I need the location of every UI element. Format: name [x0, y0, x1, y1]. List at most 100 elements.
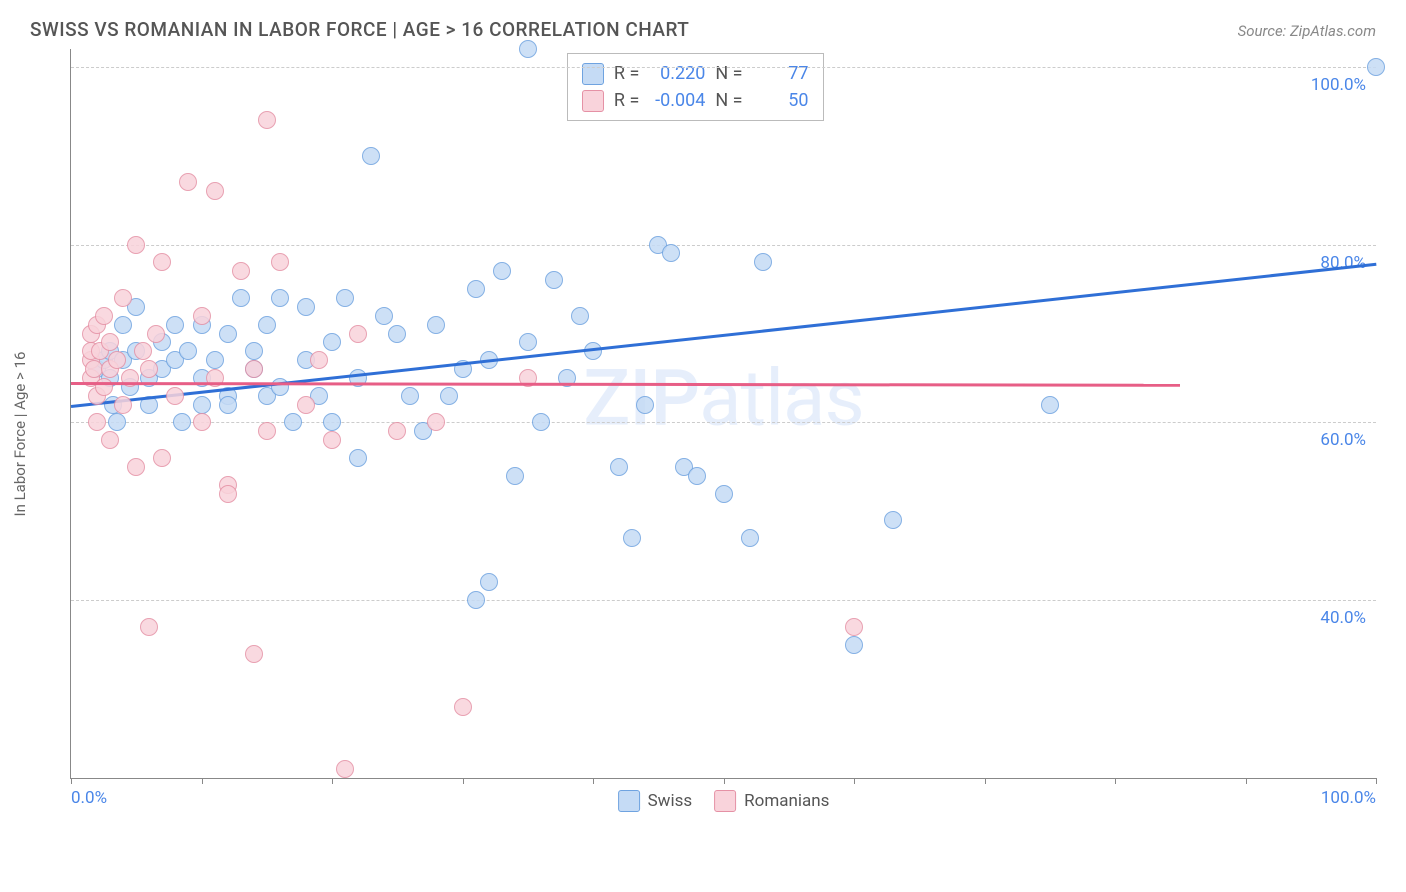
scatter-point — [480, 573, 498, 591]
scatter-point — [388, 422, 406, 440]
x-tick-mark — [332, 778, 333, 784]
scatter-point — [297, 396, 315, 414]
scatter-point — [193, 307, 211, 325]
legend-swatch — [582, 90, 604, 112]
scatter-point — [232, 262, 250, 280]
gridline — [71, 245, 1376, 246]
scatter-point — [271, 253, 289, 271]
scatter-point — [153, 253, 171, 271]
x-tick-mark — [1246, 778, 1247, 784]
scatter-point — [245, 645, 263, 663]
scatter-point — [493, 262, 511, 280]
x-tick-mark — [854, 778, 855, 784]
legend-swatch — [714, 790, 736, 812]
scatter-point — [323, 413, 341, 431]
stat-r-value: 0.220 — [649, 60, 705, 87]
stat-n-value: 50 — [753, 87, 809, 114]
scatter-point — [715, 485, 733, 503]
scatter-point — [636, 396, 654, 414]
scatter-point — [108, 351, 126, 369]
scatter-point — [219, 396, 237, 414]
scatter-point — [401, 387, 419, 405]
scatter-point — [245, 360, 263, 378]
scatter-point — [258, 316, 276, 334]
scatter-point — [232, 289, 250, 307]
legend-swatch — [618, 790, 640, 812]
scatter-point — [127, 458, 145, 476]
scatter-point — [741, 529, 759, 547]
scatter-point — [754, 253, 772, 271]
scatter-point — [845, 618, 863, 636]
scatter-point — [571, 307, 589, 325]
scatter-point — [519, 333, 537, 351]
y-tick-label: 60.0% — [1320, 430, 1366, 450]
x-tick-mark — [724, 778, 725, 784]
scatter-point — [206, 351, 224, 369]
scatter-point — [114, 396, 132, 414]
stat-n-value: 77 — [753, 60, 809, 87]
scatter-point — [95, 307, 113, 325]
stat-r-value: -0.004 — [649, 87, 705, 114]
y-tick-label: 40.0% — [1320, 608, 1366, 628]
stats-row: R =-0.004N =50 — [582, 87, 809, 114]
scatter-point — [467, 591, 485, 609]
gridline — [71, 67, 1376, 68]
scatter-point — [532, 413, 550, 431]
scatter-point — [467, 280, 485, 298]
scatter-point — [519, 40, 537, 58]
scatter-point — [95, 378, 113, 396]
scatter-point — [349, 449, 367, 467]
scatter-point — [101, 431, 119, 449]
scatter-point — [427, 316, 445, 334]
stat-n-label: N = — [715, 60, 742, 87]
scatter-point — [258, 111, 276, 129]
scatter-point — [310, 351, 328, 369]
stats-row: R = 0.220 N = 77 — [582, 60, 809, 87]
scatter-point — [1041, 396, 1059, 414]
scatter-point — [245, 342, 263, 360]
x-tick-mark — [985, 778, 986, 784]
chart-container: In Labor Force | Age > 16 ZIPatlas R =0.… — [70, 49, 1376, 819]
scatter-point — [336, 289, 354, 307]
scatter-point — [388, 325, 406, 343]
legend-item: Swiss — [618, 790, 693, 812]
source-label: Source: ZipAtlas.com — [1238, 22, 1376, 40]
scatter-point — [258, 422, 276, 440]
scatter-point — [845, 636, 863, 654]
stat-r-label: R = — [614, 60, 639, 87]
scatter-point — [284, 413, 302, 431]
scatter-point — [362, 147, 380, 165]
scatter-point — [323, 431, 341, 449]
scatter-point — [440, 387, 458, 405]
x-tick-label-left: 0.0% — [71, 788, 107, 808]
watermark: ZIPatlas — [583, 353, 864, 444]
scatter-point — [336, 760, 354, 778]
x-tick-mark — [71, 778, 72, 784]
y-axis-label: In Labor Force | Age > 16 — [11, 352, 29, 517]
scatter-point — [219, 325, 237, 343]
scatter-point — [153, 449, 171, 467]
scatter-point — [101, 333, 119, 351]
x-tick-mark — [1376, 778, 1377, 784]
scatter-point — [454, 698, 472, 716]
scatter-point — [193, 413, 211, 431]
scatter-point — [688, 467, 706, 485]
scatter-point — [114, 289, 132, 307]
x-tick-label-right: 100.0% — [1321, 788, 1376, 808]
scatter-point — [1367, 58, 1385, 76]
scatter-point — [127, 236, 145, 254]
plot-area: ZIPatlas R =0.220N =77R =-0.004N =50 Swi… — [70, 49, 1376, 779]
scatter-point — [166, 316, 184, 334]
stat-n-label: N = — [715, 87, 742, 114]
scatter-point — [173, 413, 191, 431]
scatter-point — [884, 511, 902, 529]
x-tick-mark — [593, 778, 594, 784]
scatter-point — [662, 244, 680, 262]
scatter-point — [179, 173, 197, 191]
scatter-point — [108, 413, 126, 431]
scatter-point — [140, 618, 158, 636]
x-tick-mark — [202, 778, 203, 784]
scatter-point — [427, 413, 445, 431]
gridline — [71, 600, 1376, 601]
scatter-point — [271, 289, 289, 307]
